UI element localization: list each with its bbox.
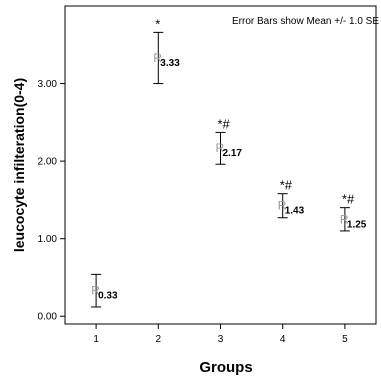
- error-bar-group: R3.33 *: [153, 16, 180, 85]
- mean-marker: R: [278, 198, 287, 212]
- significance-marker: *#: [280, 178, 293, 193]
- mean-value-label: 3.33: [160, 58, 180, 69]
- x-axis-ticks: 1 2 3 4 5: [93, 324, 348, 345]
- x-tick-label: 1: [93, 334, 99, 345]
- x-axis-title: Groups: [199, 359, 252, 376]
- mean-marker: R: [216, 141, 225, 155]
- y-tick-label: 1.00: [38, 234, 58, 245]
- y-axis-ticks: 0.00 1.00 2.00 3.00: [38, 79, 65, 323]
- y-tick-label: 3.00: [38, 79, 58, 90]
- x-tick-label: 5: [342, 334, 348, 345]
- error-bar-group: R0.33: [91, 273, 118, 308]
- significance-marker: *#: [342, 192, 355, 207]
- error-bar-group: R1.25 *#: [339, 192, 367, 232]
- mean-value-label: 0.33: [98, 291, 118, 302]
- significance-marker: *: [155, 16, 160, 31]
- mean-value-label: 1.43: [285, 205, 305, 216]
- mean-marker: R: [91, 284, 100, 298]
- error-bar-group: R1.43 *#: [277, 178, 305, 219]
- x-tick-label: 2: [156, 334, 162, 345]
- mean-marker: R: [340, 212, 349, 226]
- significance-marker: *#: [218, 116, 231, 131]
- y-tick-label: 2.00: [38, 157, 58, 168]
- mean-marker: R: [153, 51, 162, 65]
- plot-frame: [64, 5, 377, 325]
- error-bar-group: R2.17 *#: [215, 116, 243, 165]
- y-tick-label: 0.00: [38, 312, 58, 323]
- y-axis-title: leucocyte infilteration(0-4): [11, 78, 27, 252]
- mean-value-label: 2.17: [223, 148, 243, 159]
- x-tick-label: 3: [218, 334, 224, 345]
- mean-value-label: 1.25: [347, 219, 367, 230]
- x-tick-label: 4: [280, 334, 286, 345]
- error-bar-note: Error Bars show Mean +/- 1.0 SE: [232, 16, 379, 27]
